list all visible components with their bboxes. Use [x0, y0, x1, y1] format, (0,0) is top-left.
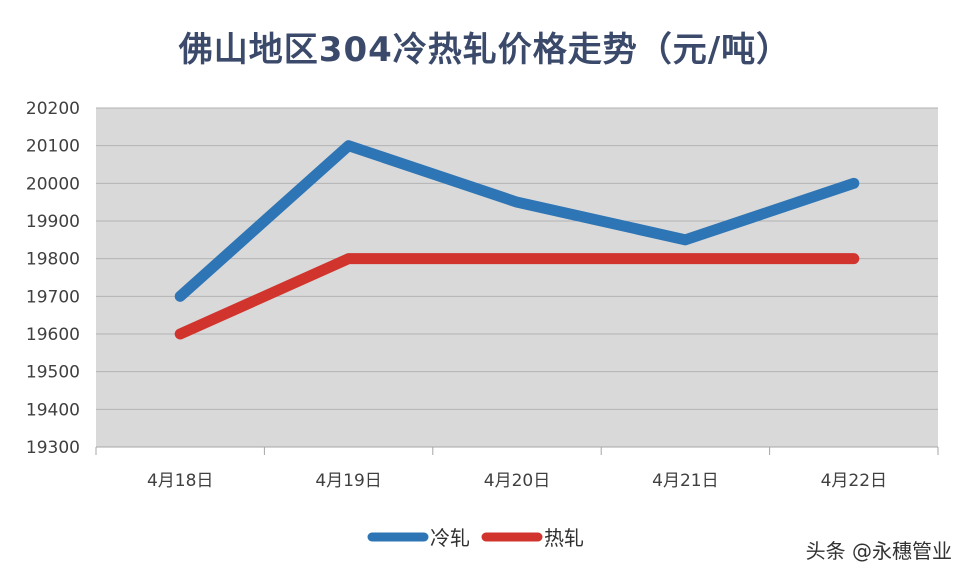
y-tick-label: 19500 [26, 363, 80, 383]
x-tick-label: 4月18日 [147, 471, 213, 491]
legend: 冷轧 热轧 [367, 526, 584, 550]
x-tick-label: 4月21日 [652, 471, 718, 491]
y-tick-label: 19300 [26, 438, 80, 458]
y-tick-label: 19400 [26, 400, 80, 420]
y-tick-label: 19800 [26, 250, 80, 270]
series-lines [174, 140, 860, 340]
y-tick-label: 20000 [26, 174, 80, 194]
plot-area [96, 108, 938, 447]
x-tick-label: 4月22日 [821, 471, 887, 491]
y-tick-label: 20100 [26, 137, 80, 157]
y-tick-label: 19700 [26, 287, 80, 307]
y-tick-label: 19900 [26, 212, 80, 232]
x-tick-label: 4月20日 [484, 471, 550, 491]
x-axis: 4月18日 4月19日 4月20日 4月21日 4月22日 [95, 446, 939, 491]
y-tick-label: 20200 [26, 99, 80, 119]
x-tick-label: 4月19日 [315, 471, 381, 491]
y-axis: 20200 20100 20000 19900 19800 19700 19600 19500… [26, 99, 80, 458]
chart-title: 佛山地区304冷热轧价格走势（元/吨） [178, 30, 792, 70]
y-tick-label: 19600 [26, 325, 80, 345]
watermark: 头条 @永穗管业 [805, 539, 952, 563]
legend-label: 冷轧 [430, 526, 470, 550]
legend-label: 热轧 [544, 526, 584, 550]
